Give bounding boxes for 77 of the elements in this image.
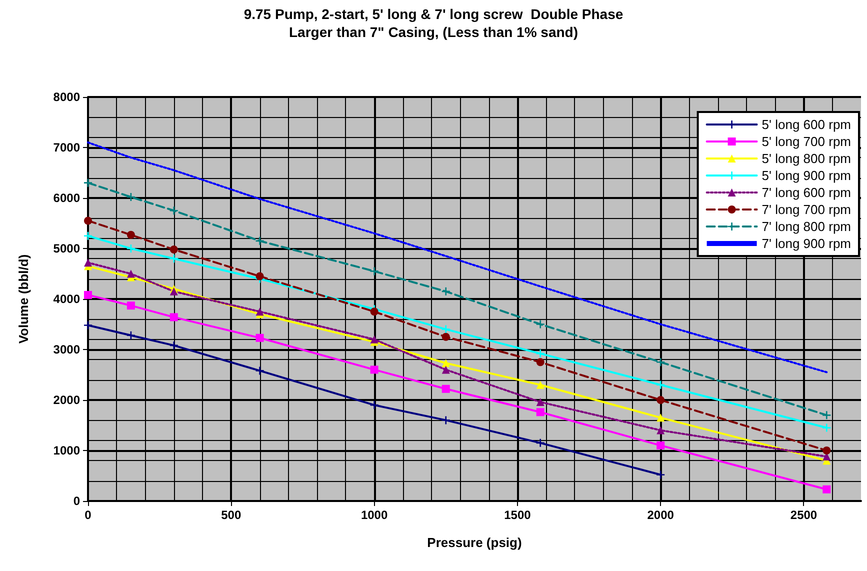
y-tick-label: 8000 — [53, 90, 80, 104]
chart-subtitle: Larger than 7" Casing, (Less than 1% sand) — [288, 24, 578, 40]
point — [370, 366, 378, 374]
point — [256, 236, 264, 245]
y-axis-title: Volume (bbl/d) — [16, 254, 31, 344]
legend-label: 7' long 600 rpm — [762, 185, 852, 200]
y-tick-label: 4000 — [53, 292, 80, 306]
x-axis-title: Pressure (psig) — [427, 535, 522, 550]
point — [536, 320, 544, 328]
point — [442, 359, 450, 368]
point — [84, 178, 92, 187]
y-tick-label: 2000 — [53, 393, 80, 407]
legend-label: 7' long 700 rpm — [762, 202, 852, 217]
point — [370, 267, 378, 276]
point — [442, 325, 450, 334]
y-tick-label: 7000 — [53, 140, 80, 154]
point — [370, 308, 378, 316]
point — [370, 401, 378, 410]
point — [256, 334, 264, 342]
x-tick-label: 500 — [221, 508, 242, 522]
point — [442, 366, 450, 374]
y-tick-label: 6000 — [53, 191, 80, 205]
point — [84, 216, 92, 225]
legend-label: 5' long 800 rpm — [762, 151, 852, 166]
legend-label: 7' long 800 rpm — [762, 219, 852, 234]
point — [822, 411, 831, 420]
point — [442, 287, 450, 296]
x-tick-label: 1000 — [360, 508, 388, 522]
point — [256, 272, 264, 280]
point — [256, 366, 264, 375]
point — [656, 426, 665, 434]
point — [536, 358, 544, 366]
point — [126, 270, 135, 278]
point — [442, 332, 450, 341]
point — [84, 232, 92, 240]
point — [170, 313, 178, 322]
point — [536, 350, 544, 358]
legend-label: 5' long 600 rpm — [762, 117, 852, 132]
point — [656, 396, 665, 404]
point — [822, 446, 831, 454]
point — [370, 335, 378, 344]
point — [536, 398, 544, 406]
x-tick-label: 1500 — [504, 508, 532, 522]
point — [656, 414, 665, 422]
point — [442, 384, 450, 393]
point — [126, 230, 135, 239]
y-tick-label: 1000 — [53, 444, 80, 458]
point — [170, 341, 178, 350]
point — [256, 308, 264, 316]
point — [126, 302, 135, 310]
point — [84, 321, 92, 330]
x-tick-label: 2500 — [790, 508, 818, 522]
point — [822, 424, 831, 432]
chart-title: 9.75 Pump, 2-start, 5' long & 7' long screw Double Phase — [244, 6, 624, 22]
point — [822, 485, 831, 494]
point — [656, 441, 665, 450]
point — [170, 246, 178, 254]
point — [656, 470, 665, 479]
point — [126, 331, 135, 340]
y-tick-label: 3000 — [53, 342, 80, 356]
point — [170, 287, 178, 296]
point — [656, 358, 665, 366]
point — [170, 206, 178, 215]
point — [536, 380, 544, 389]
legend-label: 5' long 700 rpm — [762, 134, 852, 149]
x-tick-label: 2000 — [647, 508, 674, 522]
legend-label: 5' long 900 rpm — [762, 168, 852, 183]
point — [442, 416, 450, 424]
point — [536, 408, 544, 416]
y-tick-label: 5000 — [53, 242, 80, 256]
point — [656, 380, 665, 389]
point — [84, 258, 92, 267]
point — [170, 254, 178, 263]
legend-label: 7' long 900 rpm — [762, 236, 852, 251]
y-tick-label: 0 — [73, 494, 80, 508]
x-tick-label: 0 — [84, 508, 92, 522]
point — [536, 438, 544, 447]
